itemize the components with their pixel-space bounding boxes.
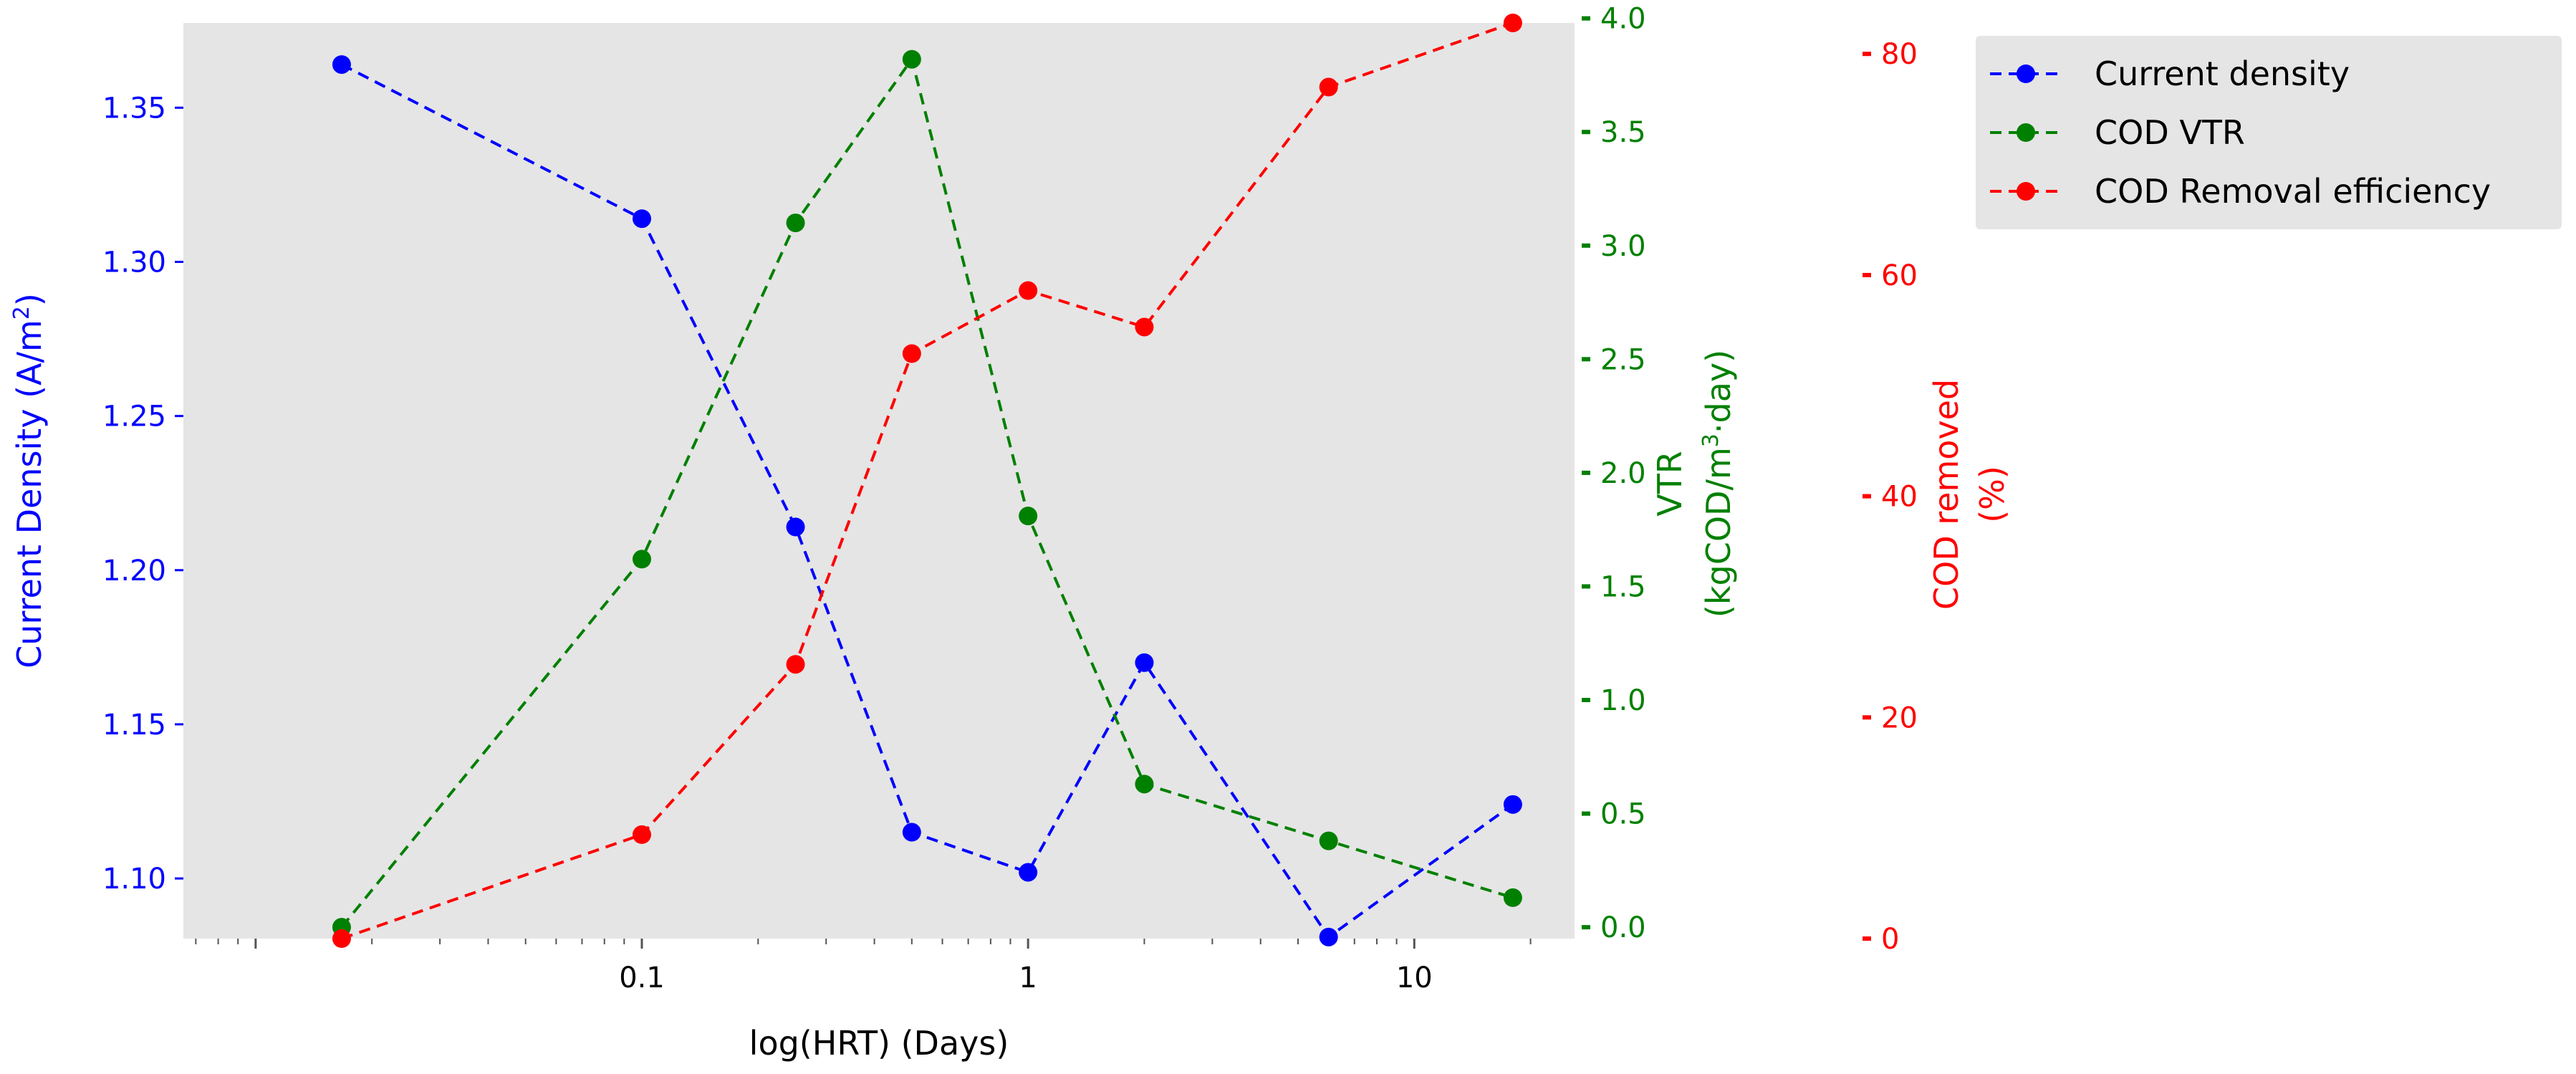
right1-tick-label: 1.5 xyxy=(1600,570,1646,603)
legend-entries: Current density COD VTR COD Removal effici… xyxy=(1990,54,2491,211)
left-axis-ticks: 1.10 1.15 1.20 1.25 1.30 1.35 xyxy=(102,92,183,896)
data-point-cod-removal-efficiency xyxy=(1019,281,1038,300)
data-point-cod-vtr xyxy=(1135,775,1154,794)
right1-tick-label: 1.0 xyxy=(1600,684,1646,717)
right-axis-cod-removed-label: COD removed xyxy=(1927,379,1966,610)
right1-tick-label: 0.5 xyxy=(1600,798,1646,831)
data-point-cod-removal-efficiency xyxy=(1503,14,1522,32)
right-axis-vtr-label: VTR xyxy=(1650,451,1689,517)
data-point-cod-removal-efficiency xyxy=(1135,317,1154,337)
x-tick-label: 1 xyxy=(1019,962,1037,994)
right-axis-vtr-units: (kgCOD/m3·day) xyxy=(1698,350,1739,618)
data-point-cod-vtr xyxy=(786,214,805,233)
right-axis-vtr-ticks: 0.0 0.5 1.0 1.5 2.0 2.5 3.0 3.5 4.0 xyxy=(1582,3,1646,944)
data-point-current-density xyxy=(1019,863,1038,882)
data-point-current-density xyxy=(1503,795,1522,814)
right2-tick-label: 60 xyxy=(1881,259,1918,292)
data-point-current-density xyxy=(1135,653,1154,672)
plot-background xyxy=(183,23,1575,939)
data-point-current-density xyxy=(332,55,351,75)
x-axis-label: log(HRT) (Days) xyxy=(749,1024,1009,1063)
x-tick-label: 10 xyxy=(1396,962,1433,994)
right1-tick-label: 2.5 xyxy=(1600,343,1646,376)
left-tick-label: 1.10 xyxy=(102,863,166,896)
legend: Current density COD VTR COD Removal effici… xyxy=(1976,36,2562,229)
x-axis-ticks: 0.1 1 10 xyxy=(195,939,1532,994)
left-axis-label: Current Density (A/m2) xyxy=(9,293,49,668)
left-tick-label: 1.15 xyxy=(102,709,166,742)
legend-label-current-density: Current density xyxy=(2095,54,2350,93)
data-point-current-density xyxy=(902,823,921,842)
right2-tick-label: 20 xyxy=(1881,701,1918,734)
left-tick-label: 1.25 xyxy=(102,401,166,433)
legend-marker-cod-vtr xyxy=(2017,123,2035,142)
right1-tick-label: 3.0 xyxy=(1600,230,1646,263)
right1-tick-label: 4.0 xyxy=(1600,3,1646,36)
x-tick-label: 0.1 xyxy=(619,962,665,994)
data-point-current-density xyxy=(1319,927,1338,946)
data-point-cod-removal-efficiency xyxy=(1319,77,1338,97)
data-point-cod-removal-efficiency xyxy=(902,344,921,363)
data-point-current-density xyxy=(633,209,652,229)
right1-tick-label: 3.5 xyxy=(1600,116,1646,149)
right1-tick-label: 0.0 xyxy=(1600,911,1646,944)
right2-tick-label: 0 xyxy=(1881,923,1899,956)
right1-tick-label: 2.0 xyxy=(1600,457,1646,490)
data-point-cod-vtr xyxy=(633,550,652,569)
legend-marker-current-density xyxy=(2017,64,2035,83)
data-point-cod-vtr xyxy=(1019,507,1038,526)
legend-box xyxy=(1976,36,2562,229)
data-point-cod-removal-efficiency xyxy=(633,825,652,844)
right-axis-cod-removed-units: (%) xyxy=(1973,466,2012,523)
series-line-current-density xyxy=(341,63,1514,939)
data-point-cod-vtr xyxy=(1319,831,1338,850)
series-layer xyxy=(332,14,1522,948)
left-tick-label: 1.30 xyxy=(102,246,166,279)
data-point-cod-removal-efficiency xyxy=(786,655,805,674)
legend-marker-cod-removal-efficiency xyxy=(2017,182,2035,201)
series-line-cod-removal-efficiency xyxy=(341,21,1514,940)
right2-tick-label: 40 xyxy=(1881,481,1918,514)
legend-label-cod-vtr: COD VTR xyxy=(2095,113,2245,152)
legend-label-cod-removal-efficiency: COD Removal efficiency xyxy=(2095,172,2491,211)
right2-tick-label: 80 xyxy=(1881,38,1918,71)
data-point-cod-vtr xyxy=(902,49,921,69)
data-point-cod-removal-efficiency xyxy=(332,929,351,948)
left-tick-label: 1.35 xyxy=(102,92,166,125)
data-point-cod-vtr xyxy=(1503,888,1522,907)
left-tick-label: 1.20 xyxy=(102,555,166,588)
data-point-current-density xyxy=(786,517,805,537)
right-axis-cod-removed-ticks: 0 20 40 60 80 xyxy=(1863,38,1918,956)
